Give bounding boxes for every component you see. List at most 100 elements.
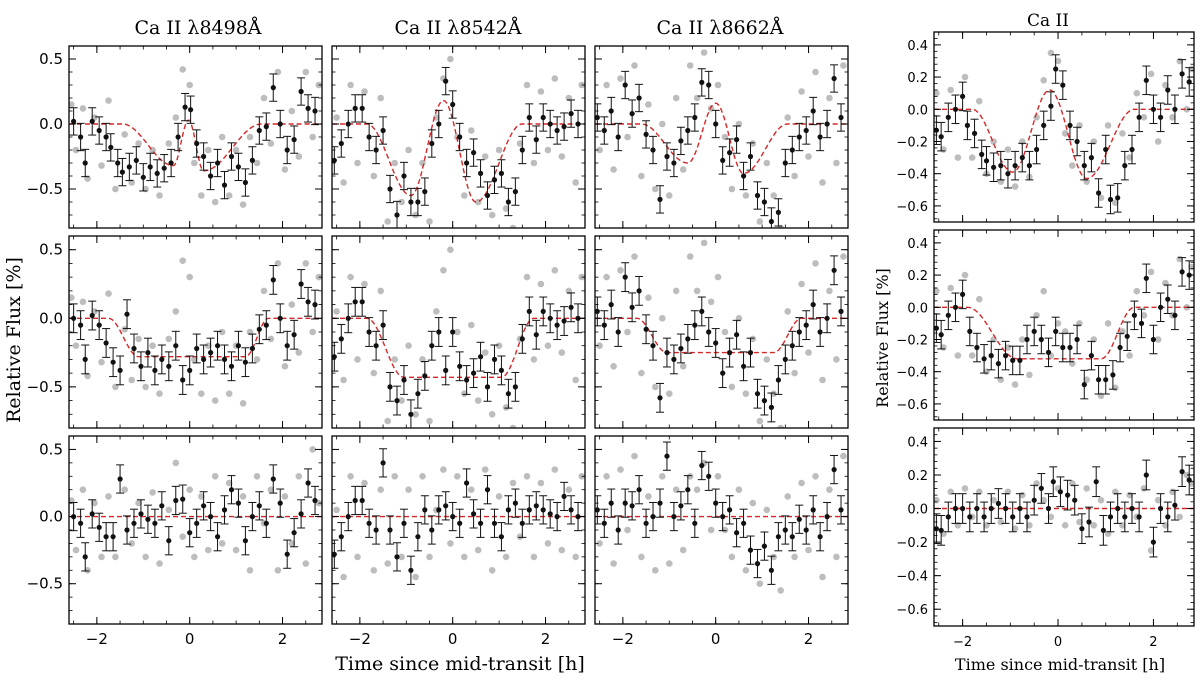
binned-point	[838, 114, 844, 121]
raw-point	[686, 473, 694, 480]
raw-point	[142, 383, 149, 391]
raw-point	[191, 159, 198, 167]
binned-point	[188, 107, 194, 113]
raw-point	[405, 342, 412, 350]
binned-point	[526, 114, 532, 121]
x-tick-label: −2	[612, 630, 634, 648]
binned-point	[608, 108, 614, 114]
raw-point	[1119, 130, 1126, 137]
binned-point	[1067, 344, 1073, 351]
binned-point	[505, 199, 511, 205]
binned-point	[1136, 114, 1142, 120]
x-tick-label: −2	[349, 630, 371, 648]
binned-point	[734, 137, 740, 143]
binned-point	[595, 114, 600, 121]
binned-point	[1096, 190, 1102, 196]
binned-point	[221, 356, 228, 362]
raw-point	[309, 328, 317, 336]
raw-point	[1104, 320, 1112, 327]
binned-point	[82, 554, 88, 560]
binned-point	[967, 328, 973, 334]
binned-point	[692, 114, 698, 121]
binned-point	[754, 391, 761, 397]
binned-point	[242, 538, 248, 544]
binned-point	[699, 462, 705, 469]
binned-point	[692, 520, 698, 526]
raw-point	[239, 400, 247, 407]
binned-point	[1158, 505, 1164, 512]
binned-point	[650, 343, 656, 349]
binned-point	[345, 315, 351, 321]
raw-point	[812, 473, 819, 480]
raw-point	[128, 376, 135, 384]
raw-point	[69, 294, 75, 301]
raw-point	[652, 567, 659, 574]
binned-point	[1026, 163, 1032, 169]
raw-point	[976, 295, 983, 303]
raw-point	[954, 154, 962, 161]
binned-point	[1158, 114, 1164, 120]
raw-point	[610, 560, 617, 567]
raw-point	[1154, 336, 1162, 343]
binned-point	[1050, 479, 1056, 485]
binned-point	[96, 127, 102, 134]
binned-point	[547, 315, 553, 321]
raw-point	[198, 192, 205, 199]
binned-point	[747, 350, 754, 356]
raw-point	[156, 560, 163, 567]
raw-point	[440, 466, 447, 473]
binned-point	[380, 127, 386, 134]
raw-point	[784, 308, 791, 315]
raw-point	[333, 506, 340, 514]
binned-point	[554, 514, 560, 520]
binned-point	[657, 500, 663, 506]
binned-point	[256, 503, 262, 509]
raw-point	[165, 506, 173, 514]
binned-point	[450, 101, 456, 108]
raw-point	[812, 260, 819, 267]
binned-point	[608, 500, 614, 506]
binned-point	[952, 106, 959, 112]
binned-point	[119, 169, 125, 175]
raw-point	[1097, 194, 1105, 202]
raw-point	[777, 587, 784, 594]
binned-point	[568, 111, 574, 117]
raw-point	[91, 499, 98, 507]
raw-point	[186, 273, 193, 281]
binned-point	[561, 124, 567, 130]
raw-point	[631, 62, 638, 69]
binned-point	[71, 118, 77, 124]
raw-point	[488, 567, 496, 574]
binned-point	[145, 350, 151, 356]
y-tick-label: 0.0	[39, 115, 63, 133]
binned-point	[540, 308, 546, 314]
binned-point	[242, 359, 248, 365]
raw-point	[433, 308, 440, 315]
raw-point	[502, 553, 510, 561]
raw-point	[149, 489, 156, 496]
binned-point	[960, 505, 966, 512]
raw-point	[1133, 89, 1141, 97]
raw-point	[968, 352, 976, 359]
binned-point	[945, 312, 951, 318]
binned-point	[270, 476, 276, 482]
binned-point	[706, 473, 712, 479]
panel-0-5	[594, 235, 849, 429]
binned-point	[1115, 195, 1121, 201]
binned-point	[436, 329, 442, 335]
raw-point	[1112, 199, 1119, 206]
raw-point	[1061, 522, 1069, 529]
raw-point	[777, 424, 784, 428]
binned-point	[457, 134, 463, 140]
binned-point	[194, 520, 200, 526]
binned-point	[1019, 155, 1025, 161]
binned-point	[734, 530, 740, 536]
binned-point	[124, 527, 130, 533]
binned-point	[387, 186, 393, 192]
raw-point	[961, 271, 969, 279]
raw-point	[468, 321, 475, 329]
binned-point	[298, 511, 304, 517]
binned-point	[664, 453, 670, 459]
raw-point	[495, 146, 503, 154]
raw-point	[391, 356, 399, 363]
